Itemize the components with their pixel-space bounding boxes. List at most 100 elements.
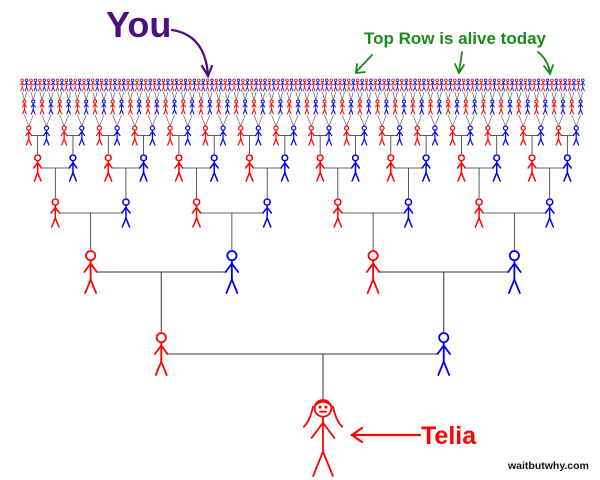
right-arm — [525, 82, 528, 86]
left-leg — [527, 86, 531, 92]
head — [508, 250, 520, 262]
father-figure — [78, 125, 86, 146]
left-arm — [554, 82, 557, 86]
left-arm — [127, 103, 131, 108]
left-leg — [152, 86, 156, 92]
right-leg — [57, 86, 60, 92]
left-arm — [64, 82, 67, 86]
left-leg — [572, 86, 575, 92]
right-arm — [482, 103, 487, 108]
right-arm — [555, 82, 559, 86]
mother-figure — [381, 78, 387, 92]
left-leg — [92, 109, 96, 115]
left-leg — [532, 86, 535, 92]
right-arm — [299, 82, 303, 86]
left-leg — [413, 86, 416, 92]
left-arm — [439, 82, 442, 86]
right-arm — [30, 82, 34, 86]
left-arm — [310, 421, 324, 439]
head — [316, 154, 324, 162]
mother-figure — [50, 198, 61, 228]
right-arm — [480, 82, 484, 86]
right-leg — [230, 278, 239, 294]
descent-line — [180, 91, 184, 101]
left-leg — [516, 109, 520, 115]
right-arm — [392, 82, 396, 86]
right-leg — [156, 109, 160, 115]
head — [333, 198, 342, 206]
mother-figure — [321, 99, 328, 115]
mother-figure — [96, 125, 103, 146]
left-arm — [368, 82, 372, 86]
head — [175, 154, 183, 162]
descent-line — [392, 91, 396, 101]
head — [457, 154, 466, 162]
descent-line — [399, 114, 405, 127]
left-leg — [86, 86, 89, 92]
head — [545, 198, 554, 206]
left-leg — [271, 86, 275, 92]
right-arm — [57, 82, 60, 86]
left-leg — [324, 86, 328, 92]
left-arm — [396, 131, 401, 137]
right-arm — [458, 82, 462, 86]
descent-line — [269, 91, 272, 101]
left-arm — [189, 103, 193, 108]
right-leg — [522, 138, 527, 146]
right-leg — [458, 86, 462, 92]
father-figure — [396, 125, 404, 146]
left-leg — [346, 86, 350, 92]
left-leg — [218, 86, 222, 92]
right-leg — [368, 109, 372, 115]
right-arm — [308, 82, 312, 86]
father-figure — [419, 99, 425, 115]
right-leg — [324, 109, 327, 115]
left-leg — [576, 86, 579, 92]
left-arm — [92, 103, 96, 108]
right-arm — [253, 103, 257, 108]
left-leg — [375, 109, 379, 115]
mother-figure — [125, 78, 131, 92]
right-leg — [218, 109, 221, 115]
father-figure — [209, 78, 215, 92]
right-leg — [299, 86, 303, 92]
left-arm — [148, 82, 151, 86]
right-leg — [30, 86, 33, 92]
left-arm — [463, 103, 467, 108]
left-leg — [355, 86, 359, 92]
father-figure — [136, 99, 142, 115]
descent-line — [145, 91, 149, 101]
descent-line — [456, 91, 460, 101]
right-leg — [322, 450, 334, 477]
descent-line — [28, 114, 34, 127]
left-leg — [320, 86, 323, 92]
left-arm — [306, 82, 310, 86]
right-leg — [491, 109, 495, 115]
head — [185, 125, 191, 131]
father-figure — [218, 78, 224, 92]
left-leg — [302, 86, 306, 92]
descent-line — [236, 114, 241, 127]
left-arm — [456, 82, 460, 86]
descent-line — [41, 91, 45, 101]
descent-line — [469, 114, 475, 127]
mother-figure — [364, 78, 369, 92]
descent-line — [498, 91, 502, 101]
descent-line — [242, 91, 246, 101]
left-arm — [498, 103, 502, 108]
left-leg — [148, 86, 151, 92]
left-leg — [431, 138, 436, 146]
father-figure — [386, 78, 391, 92]
right-leg — [96, 86, 100, 92]
left-leg — [245, 171, 251, 182]
left-leg — [78, 138, 83, 146]
father-figure — [184, 125, 192, 146]
descent-line — [386, 91, 389, 101]
head — [361, 125, 367, 131]
right-arm — [145, 82, 149, 86]
left-leg — [286, 109, 290, 115]
left-leg — [73, 86, 76, 92]
right-leg — [388, 86, 391, 92]
right-arm — [542, 82, 546, 86]
descent-line — [575, 114, 581, 127]
